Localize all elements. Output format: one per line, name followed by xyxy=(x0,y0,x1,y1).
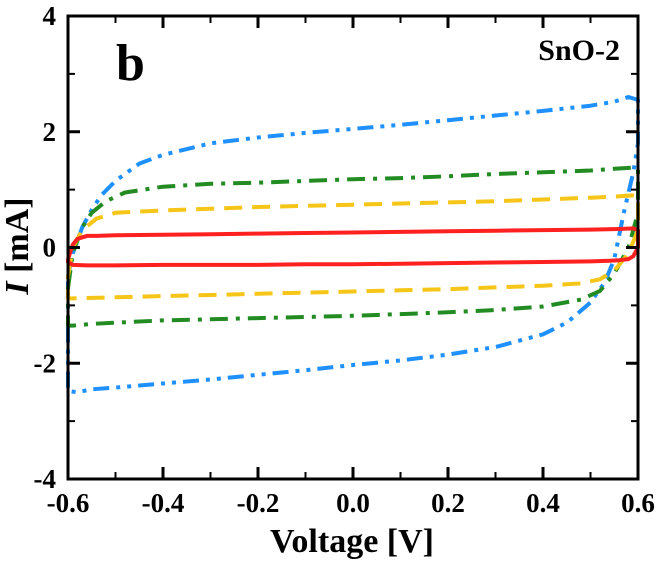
panel-label: b xyxy=(116,35,145,92)
cv-curve-3 xyxy=(66,193,640,301)
y-axis-title-unit: [mA] xyxy=(0,197,36,281)
cv-curve-4 xyxy=(66,226,640,268)
x-axis-title: Voltage [V] xyxy=(270,523,434,560)
y-tick-label: -4 xyxy=(34,464,57,494)
series-layer xyxy=(66,95,640,395)
y-tick-label: 0 xyxy=(43,233,57,263)
sample-label: SnO-2 xyxy=(538,34,620,67)
cv-curve-2 xyxy=(66,165,640,328)
y-axis-title-symbol: I xyxy=(0,280,36,296)
x-tick-label: -0.4 xyxy=(142,488,185,518)
y-tick-label: -2 xyxy=(34,348,57,378)
y-tick-label: 2 xyxy=(43,117,57,147)
x-tick-label: 0.0 xyxy=(336,488,370,518)
x-tick-label: -0.2 xyxy=(237,488,280,518)
cv-curve-1 xyxy=(66,95,640,395)
plot-frame xyxy=(66,14,640,481)
ticks-layer xyxy=(66,14,640,481)
x-tick-label: 0.6 xyxy=(621,488,655,518)
tick-labels-layer: -0.6 -0.4 -0.2 0.0 0.2 0.4 0.6 -4 -2 0 2 4 xyxy=(34,1,655,518)
y-tick-label: 4 xyxy=(43,1,57,31)
x-tick-label: 0.2 xyxy=(431,488,465,518)
x-tick-label: 0.4 xyxy=(526,488,560,518)
y-axis-title: I [mA] xyxy=(0,197,36,295)
x-tick-label: -0.6 xyxy=(47,488,90,518)
